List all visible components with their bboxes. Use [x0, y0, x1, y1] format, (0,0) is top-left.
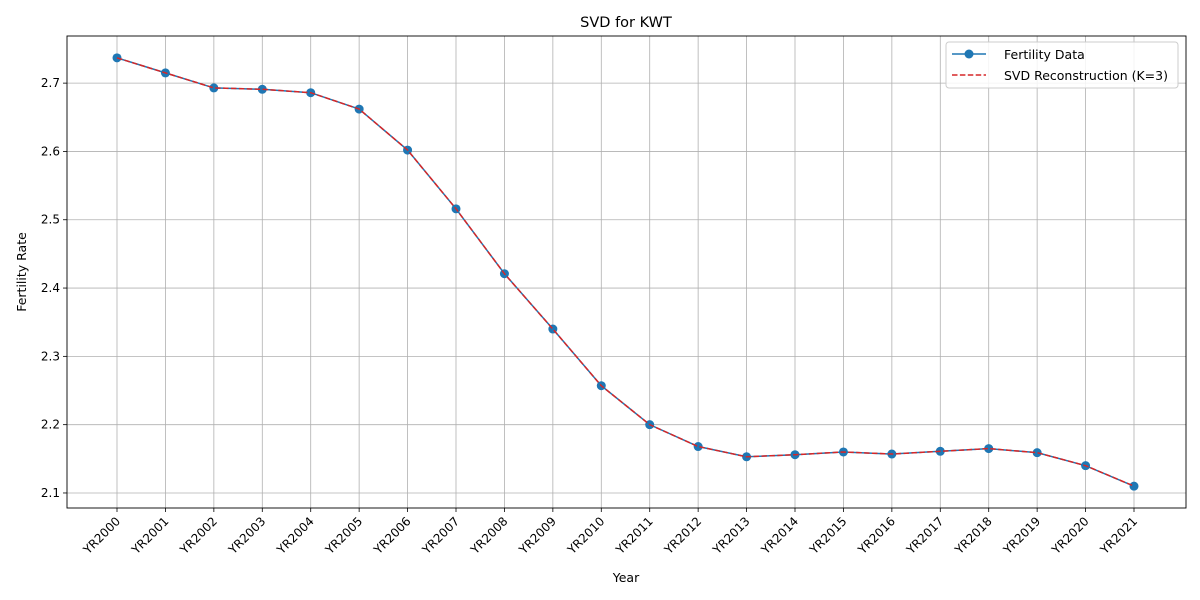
y-tick-label: 2.2: [41, 418, 60, 432]
grid-lines: [67, 36, 1186, 508]
x-tick-label: YR2019: [1000, 514, 1043, 557]
data-point-fertility: [984, 444, 994, 454]
x-axis-ticks: YR2000 YR2001 YR2002 YR2003 YR2004 YR2005 YR20…: [80, 508, 1140, 558]
x-tick-label: YR2021: [1097, 514, 1140, 557]
data-point-fertility: [1129, 481, 1139, 491]
x-tick-label: YR2005: [322, 514, 365, 557]
x-tick-label: YR2012: [661, 514, 704, 557]
x-axis-label: Year: [612, 570, 640, 585]
plot-frame: [66, 35, 1187, 509]
data-point-fertility: [693, 442, 703, 452]
series-layer: [112, 53, 1139, 491]
x-tick-label: YR2001: [128, 514, 171, 557]
data-point-fertility: [209, 83, 219, 93]
data-point-fertility: [1032, 448, 1042, 458]
series-line-svd-reconstruction: [116, 57, 1135, 487]
y-tick-label: 2.5: [41, 213, 60, 227]
x-tick-label: YR2000: [80, 514, 123, 557]
legend-label-svd-reconstruction: SVD Reconstruction (K=3): [1004, 68, 1168, 83]
legend: Fertility Data SVD Reconstruction (K=3): [945, 41, 1179, 89]
y-tick-label: 2.3: [41, 349, 60, 363]
x-tick-label: YR2003: [225, 514, 268, 557]
x-tick-label: YR2010: [564, 514, 607, 557]
x-tick-label: YR2007: [419, 514, 462, 557]
x-tick-label: YR2009: [516, 514, 559, 557]
y-tick-label: 2.4: [41, 281, 60, 295]
x-tick-label: YR2015: [806, 514, 849, 557]
y-axis-ticks: 2.1 2.2 2.3 2.4 2.5 2.6 2.7: [41, 76, 67, 500]
y-tick-label: 2.6: [41, 144, 60, 158]
x-tick-label: YR2017: [903, 514, 946, 557]
chart-title: SVD for KWT: [580, 15, 672, 31]
legend-box: [945, 41, 1179, 89]
x-tick-label: YR2006: [370, 514, 413, 557]
x-tick-label: YR2020: [1048, 514, 1091, 557]
x-tick-label: YR2016: [855, 514, 898, 557]
x-tick-label: YR2018: [952, 514, 995, 557]
x-tick-label: YR2004: [274, 514, 317, 557]
x-tick-label: YR2011: [613, 514, 656, 557]
data-point-fertility: [257, 84, 267, 94]
y-axis-label: Fertility Rate: [14, 232, 29, 312]
x-tick-label: YR2002: [177, 514, 220, 557]
x-tick-label: YR2008: [467, 514, 510, 557]
legend-label-fertility-data: Fertility Data: [1004, 47, 1085, 62]
y-tick-label: 2.7: [41, 76, 60, 90]
x-tick-label: YR2013: [709, 514, 752, 557]
y-tick-label: 2.1: [41, 486, 60, 500]
legend-marker-fertility-data: [964, 49, 974, 59]
series-line-fertility-data: [116, 57, 1135, 487]
x-tick-label: YR2014: [758, 514, 801, 557]
